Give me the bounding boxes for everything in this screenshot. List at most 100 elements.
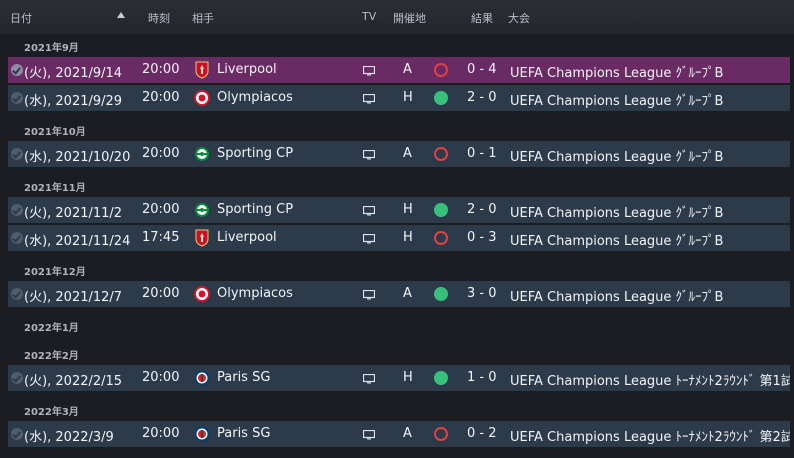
competition-name[interactable]: UEFA Champions League ｸﾞﾙｰﾌﾟB [510,290,724,305]
check-icon [11,372,23,384]
header-time[interactable]: 時刻 [148,12,170,25]
venue: A [403,62,412,77]
competition-name[interactable]: UEFA Champions League ｸﾞﾙｰﾌﾟB [510,150,724,165]
match-row[interactable]: (火), 2021/11/2 20:00 Sporting CP H 2 - 0 UEFA… [8,197,794,223]
liverpool-crest-icon [194,229,210,247]
match-row[interactable]: (火), 2022/2/15 20:00 Paris SG H 1 - 0 UEFA Ch… [8,365,794,391]
check-icon [11,288,23,300]
month-header: 2021年10月 [24,127,86,138]
score[interactable]: 0 - 3 [467,230,497,245]
match-row[interactable]: (水), 2022/3/9 20:00 Paris SG A 0 - 2 UEFA Cha… [8,421,794,447]
competition-name[interactable]: UEFA Champions League ﾄｰﾅﾒﾝﾄ2ﾗｳﾝﾄﾞ 第2試合 [510,430,794,445]
match-date: (火), 2021/9/14 [24,66,123,81]
win-result-icon [434,371,448,385]
loss-result-icon [434,427,448,441]
tv-icon [362,65,376,76]
competition-name[interactable]: UEFA Champions League ｸﾞﾙｰﾌﾟB [510,94,724,109]
opponent-name[interactable]: Paris SG [217,370,271,385]
win-result-icon [434,91,448,105]
match-date: (水), 2022/3/9 [24,430,114,445]
venue: A [403,146,412,161]
score[interactable]: 2 - 0 [467,90,497,105]
month-header: 2021年9月 [24,43,79,54]
score[interactable]: 1 - 0 [467,370,497,385]
tv-icon [362,289,376,300]
match-date: (火), 2021/12/7 [24,290,123,305]
opponent-name[interactable]: Olympiacos [217,286,293,301]
column-header: 日付 時刻 相手 TV 開催地 結果 大会 [0,0,794,34]
tv-icon [362,373,376,384]
header-tv[interactable]: TV [362,10,377,23]
opponent-name[interactable]: Olympiacos [217,90,293,105]
loss-result-icon [434,231,448,245]
month-header: 2021年11月 [24,183,86,194]
venue: A [403,286,412,301]
match-date: (火), 2021/11/2 [24,206,123,221]
opponent-name[interactable]: Paris SG [217,426,271,441]
header-venue[interactable]: 開催地 [393,12,426,25]
match-time: 20:00 [142,286,180,301]
competition-name[interactable]: UEFA Champions League ｸﾞﾙｰﾌﾟB [510,66,724,81]
psg-crest-icon [194,369,210,387]
score[interactable]: 2 - 0 [467,202,497,217]
check-icon [11,148,23,160]
olympiacos-crest-icon [194,285,210,303]
competition-name[interactable]: UEFA Champions League ｸﾞﾙｰﾌﾟB [510,206,724,221]
tv-icon [362,429,376,440]
tv-icon [362,233,376,244]
header-opponent[interactable]: 相手 [192,12,214,25]
match-time: 20:00 [142,62,180,77]
competition-name[interactable]: UEFA Champions League ｸﾞﾙｰﾌﾟB [510,234,724,249]
match-row[interactable]: (水), 2021/11/24 17:45 Liverpool H 0 - 3 UEFA … [8,225,794,251]
sort-ascending-icon[interactable] [117,12,125,18]
win-result-icon [434,287,448,301]
match-row[interactable]: (水), 2021/10/20 20:00 Sporting CP A 0 - 1 UEF… [8,141,794,167]
check-icon [11,92,23,104]
venue: H [403,202,413,217]
match-date: (水), 2021/11/24 [24,234,131,249]
tv-icon [362,205,376,216]
olympiacos-crest-icon [194,89,210,107]
match-date: (水), 2021/10/20 [24,150,131,165]
match-time: 20:00 [142,202,180,217]
match-date: (水), 2021/9/29 [24,94,123,109]
venue: A [403,426,412,441]
venue: H [403,90,413,105]
venue: H [403,230,413,245]
match-date: (火), 2022/2/15 [24,374,123,389]
tv-icon [362,149,376,160]
check-icon [11,64,23,76]
psg-crest-icon [194,425,210,443]
tv-icon [362,93,376,104]
opponent-name[interactable]: Sporting CP [217,202,294,217]
opponent-name[interactable]: Liverpool [217,230,277,245]
month-header: 2022年3月 [24,407,79,418]
header-competition[interactable]: 大会 [508,12,530,25]
score[interactable]: 3 - 0 [467,286,497,301]
score[interactable]: 0 - 4 [467,62,497,77]
competition-name[interactable]: UEFA Champions League ﾄｰﾅﾒﾝﾄ2ﾗｳﾝﾄﾞ 第1試合 [510,374,794,389]
scrollbar[interactable] [790,34,794,458]
match-row[interactable]: (火), 2021/9/14 20:00 Liverpool A 0 - 4 UEFA C… [8,57,794,83]
check-icon [11,204,23,216]
match-time: 20:00 [142,90,180,105]
match-time: 20:00 [142,426,180,441]
match-row[interactable]: (水), 2021/9/29 20:00 Olympiacos H 2 - 0 UEFA … [8,85,794,111]
month-header: 2022年2月 [24,351,79,362]
opponent-name[interactable]: Sporting CP [217,146,294,161]
win-result-icon [434,203,448,217]
loss-result-icon [434,63,448,77]
venue: H [403,370,413,385]
header-date[interactable]: 日付 [10,12,32,25]
score[interactable]: 0 - 2 [467,426,497,441]
match-row[interactable]: (火), 2021/12/7 20:00 Olympiacos A 3 - 0 UEFA … [8,281,794,307]
opponent-name[interactable]: Liverpool [217,62,277,77]
loss-result-icon [434,147,448,161]
match-time: 20:00 [142,146,180,161]
check-icon [11,428,23,440]
liverpool-crest-icon [194,61,210,79]
sporting-crest-icon [194,201,210,219]
score[interactable]: 0 - 1 [467,146,497,161]
check-icon [11,232,23,244]
header-result[interactable]: 結果 [471,12,493,25]
